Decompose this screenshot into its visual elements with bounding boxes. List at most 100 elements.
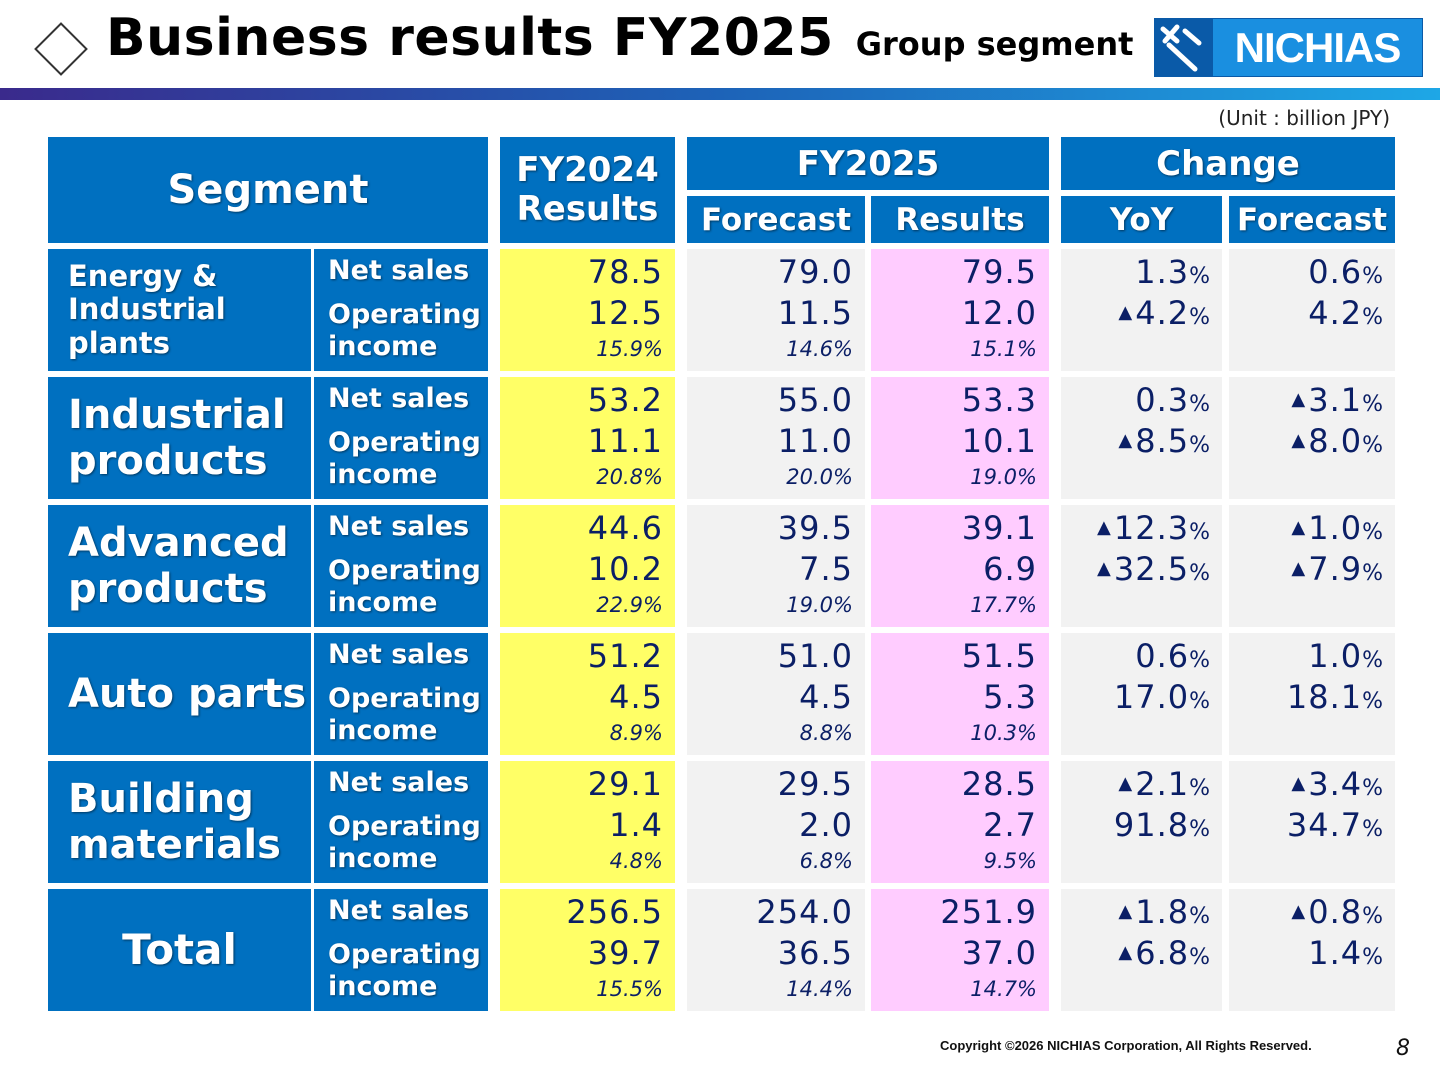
vs_forecast-operating-income-change: 4.2% xyxy=(1308,294,1383,332)
header-fy2024-results: FY2024 Results xyxy=(500,137,675,243)
header-change: Change xyxy=(1061,137,1395,190)
forecast-operating-income: 4.5 xyxy=(799,678,853,716)
yoy-net-sales-change: 1.3% xyxy=(1135,253,1210,291)
results-operating-income: 37.0 xyxy=(961,934,1037,972)
decrease-triangle-icon: ▲ xyxy=(1097,517,1112,538)
operating-income-label: Operating income xyxy=(328,555,481,619)
header-fy2024-line2: Results xyxy=(516,189,659,229)
decrease-triangle-icon: ▲ xyxy=(1291,517,1307,538)
percent-sign: % xyxy=(1189,776,1210,801)
decrease-triangle-icon: ▲ xyxy=(1291,389,1307,410)
change-number: 8.5 xyxy=(1135,422,1190,460)
change-number: 1.0 xyxy=(1308,637,1363,675)
change-number: 7.9 xyxy=(1308,550,1363,588)
change-number: 4.2 xyxy=(1135,294,1190,332)
forecast-margin: 14.4% xyxy=(786,977,853,1001)
decrease-triangle-icon: ▲ xyxy=(1118,942,1134,963)
change-number: 12.3 xyxy=(1113,509,1190,547)
forecast-operating-income: 36.5 xyxy=(777,934,853,972)
change-number: 8.0 xyxy=(1308,422,1363,460)
change-number: 0.6 xyxy=(1308,253,1363,291)
percent-sign: % xyxy=(1362,689,1383,714)
forecast-operating-income: 11.5 xyxy=(777,294,853,332)
header-change-forecast: Forecast xyxy=(1229,196,1395,243)
results-margin: 17.7% xyxy=(970,593,1037,617)
net-sales-label: Net sales xyxy=(328,511,470,542)
net-sales-label: Net sales xyxy=(328,767,470,798)
segment-name: Building materials xyxy=(48,761,311,883)
header-gradient-bar xyxy=(0,88,1440,100)
fy2024-values: 256.5 39.7 15.5% xyxy=(500,889,675,1011)
percent-sign: % xyxy=(1189,520,1210,545)
segment-name: Energy & Industrial plants xyxy=(48,249,311,371)
forecast-net-sales: 79.0 xyxy=(777,253,853,291)
results-values: 79.5 12.0 15.1% xyxy=(871,249,1049,371)
unit-note: (Unit : billion JPY) xyxy=(1218,106,1390,130)
yoy-change-values: 1.3% ▲4.2% xyxy=(1061,249,1222,371)
page-title: Business results FY2025 Group segment xyxy=(106,8,1133,88)
yoy-operating-income-change: 17.0% xyxy=(1114,678,1210,716)
vs_forecast-net-sales-change: ▲0.8% xyxy=(1291,893,1383,931)
percent-sign: % xyxy=(1189,648,1210,673)
fy2024-values: 53.2 11.1 20.8% xyxy=(500,377,675,499)
fy2024-values: 29.1 1.4 4.8% xyxy=(500,761,675,883)
decrease-triangle-icon: ▲ xyxy=(1291,901,1307,922)
change-number: 1.4 xyxy=(1308,934,1363,972)
segment-name: Auto parts xyxy=(48,633,311,755)
operating-income-label: Operating income xyxy=(328,939,481,1003)
forecast-values: 29.5 2.0 6.8% xyxy=(687,761,865,883)
percent-sign: % xyxy=(1189,561,1210,586)
yoy-change-values: ▲12.3% ▲32.5% xyxy=(1061,505,1222,627)
forecast-margin: 6.8% xyxy=(799,849,853,873)
fy2024-values: 78.5 12.5 15.9% xyxy=(500,249,675,371)
percent-sign: % xyxy=(1362,945,1383,970)
decrease-triangle-icon: ▲ xyxy=(1291,558,1307,579)
percent-sign: % xyxy=(1362,648,1383,673)
yoy-operating-income-change: 91.8% xyxy=(1114,806,1210,844)
yoy-change-values: 0.6% 17.0% xyxy=(1061,633,1222,755)
vs_forecast-change-values: ▲1.0% ▲7.9% xyxy=(1229,505,1395,627)
forecast-net-sales: 39.5 xyxy=(777,509,853,547)
nichias-logo: NICHIAS xyxy=(1154,18,1423,77)
forecast-margin: 19.0% xyxy=(786,593,853,617)
yoy-operating-income-change: ▲6.8% xyxy=(1118,934,1210,972)
percent-sign: % xyxy=(1362,392,1383,417)
results-values: 39.1 6.9 17.7% xyxy=(871,505,1049,627)
forecast-margin: 14.6% xyxy=(786,337,853,361)
decrease-triangle-icon: ▲ xyxy=(1097,558,1112,579)
percent-sign: % xyxy=(1362,520,1383,545)
metric-labels: Net sales Operating income xyxy=(314,889,488,1011)
fy2024-values: 44.6 10.2 22.9% xyxy=(500,505,675,627)
decrease-triangle-icon: ▲ xyxy=(1118,430,1134,451)
vs_forecast-net-sales-change: 1.0% xyxy=(1308,637,1383,675)
vs_forecast-change-values: ▲3.1% ▲8.0% xyxy=(1229,377,1395,499)
vs_forecast-change-values: 0.6% 4.2% xyxy=(1229,249,1395,371)
header-segment: Segment xyxy=(48,137,488,243)
results-values: 28.5 2.7 9.5% xyxy=(871,761,1049,883)
yoy-change-values: 0.3% ▲8.5% xyxy=(1061,377,1222,499)
fy2024-margin: 15.9% xyxy=(596,337,663,361)
yoy-net-sales-change: 0.3% xyxy=(1135,381,1210,419)
decrease-triangle-icon: ▲ xyxy=(1291,773,1307,794)
segment-name: Industrial products xyxy=(48,377,311,499)
segment-name: Advanced products xyxy=(48,505,311,627)
change-number: 6.8 xyxy=(1135,934,1190,972)
results-net-sales: 39.1 xyxy=(961,509,1037,547)
yoy-change-values: ▲2.1% 91.8% xyxy=(1061,761,1222,883)
percent-sign: % xyxy=(1189,305,1210,330)
forecast-net-sales: 51.0 xyxy=(777,637,853,675)
results-operating-income: 10.1 xyxy=(961,422,1037,460)
fy2024-net-sales: 256.5 xyxy=(566,893,663,931)
results-net-sales: 28.5 xyxy=(961,765,1037,803)
forecast-net-sales: 29.5 xyxy=(777,765,853,803)
decrease-triangle-icon: ▲ xyxy=(1118,773,1134,794)
logo-mark-icon xyxy=(1155,19,1213,76)
change-number: 3.4 xyxy=(1308,765,1363,803)
title-subtitle: Group segment xyxy=(855,25,1134,63)
percent-sign: % xyxy=(1362,817,1383,842)
yoy-net-sales-change: ▲12.3% xyxy=(1097,509,1210,547)
vs_forecast-net-sales-change: ▲3.4% xyxy=(1291,765,1383,803)
page-number: 8 xyxy=(1396,1036,1410,1061)
change-number: 91.8 xyxy=(1113,806,1190,844)
fy2024-operating-income: 1.4 xyxy=(609,806,663,844)
